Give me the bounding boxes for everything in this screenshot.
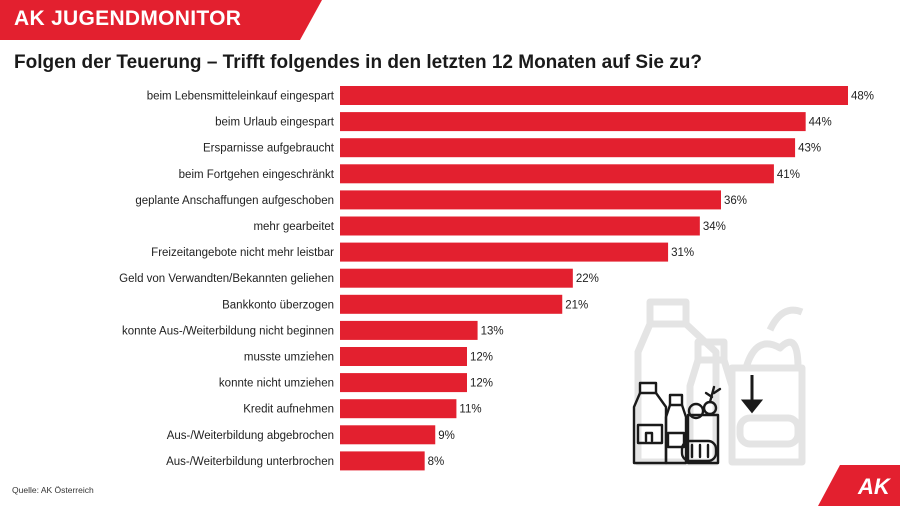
value-label: 12% <box>470 352 493 364</box>
category-label: konnte nicht umziehen <box>219 378 334 390</box>
bar <box>340 294 563 314</box>
bar <box>340 86 848 105</box>
value-label: 12% <box>470 378 493 390</box>
category-label: Ersparnisse aufgebraucht <box>203 143 335 155</box>
category-label: beim Lebensmitteleinkauf eingespart <box>147 91 335 103</box>
ak-logo-shape <box>818 465 900 506</box>
bar <box>340 320 478 340</box>
bar <box>340 268 573 288</box>
value-label: 48% <box>851 91 874 103</box>
category-label: musste umziehen <box>244 352 334 364</box>
header-brand: AK JUGENDMONITOR <box>14 7 242 30</box>
bar <box>340 112 806 132</box>
category-label: Kredit aufnehmen <box>243 404 334 416</box>
category-label: Geld von Verwandten/Bekannten geliehen <box>119 273 334 285</box>
category-label: Aus-/Weiterbildung abgebrochen <box>167 430 334 442</box>
grocery-price-down-icon <box>632 375 764 465</box>
bar <box>340 451 425 471</box>
arrow-down-icon <box>740 375 764 414</box>
category-label: Aus-/Weiterbildung unterbrochen <box>166 456 334 468</box>
bar <box>340 190 721 210</box>
bar <box>340 164 774 184</box>
bar <box>340 399 457 419</box>
ak-logo: AK <box>818 465 900 506</box>
category-label: beim Urlaub eingespart <box>215 117 335 129</box>
value-label: 43% <box>798 143 821 155</box>
bar <box>340 347 467 366</box>
bar <box>340 373 467 393</box>
ak-logo-text: AK <box>857 474 892 499</box>
value-label: 41% <box>777 169 800 181</box>
source-note: Quelle: AK Österreich <box>12 485 94 495</box>
bar <box>340 242 669 262</box>
category-label: konnte Aus-/Weiterbildung nicht beginnen <box>122 325 334 337</box>
value-label: 31% <box>671 247 694 259</box>
value-label: 13% <box>481 325 504 337</box>
value-label: 9% <box>438 430 455 442</box>
bar <box>340 138 796 158</box>
value-label: 44% <box>809 117 832 129</box>
bar <box>340 425 436 445</box>
value-label: 21% <box>565 299 588 311</box>
grocery-outline-icon <box>634 298 806 466</box>
value-label: 34% <box>703 221 726 233</box>
chart-title: Folgen der Teuerung – Trifft folgendes i… <box>14 52 702 73</box>
value-label: 11% <box>459 404 481 416</box>
value-label: 22% <box>576 273 599 285</box>
value-label: 8% <box>428 456 445 468</box>
category-label: geplante Anschaffungen aufgeschoben <box>135 195 334 207</box>
category-label: beim Fortgehen eingeschränkt <box>179 169 335 181</box>
header-banner <box>0 0 322 40</box>
value-label: 36% <box>724 195 747 207</box>
category-label: Bankkonto überzogen <box>222 299 334 311</box>
header-banner-shape <box>0 0 322 40</box>
category-label: mehr gearbeitet <box>253 221 334 233</box>
category-label: Freizeitangebote nicht mehr leistbar <box>151 247 334 259</box>
bar <box>340 216 700 236</box>
